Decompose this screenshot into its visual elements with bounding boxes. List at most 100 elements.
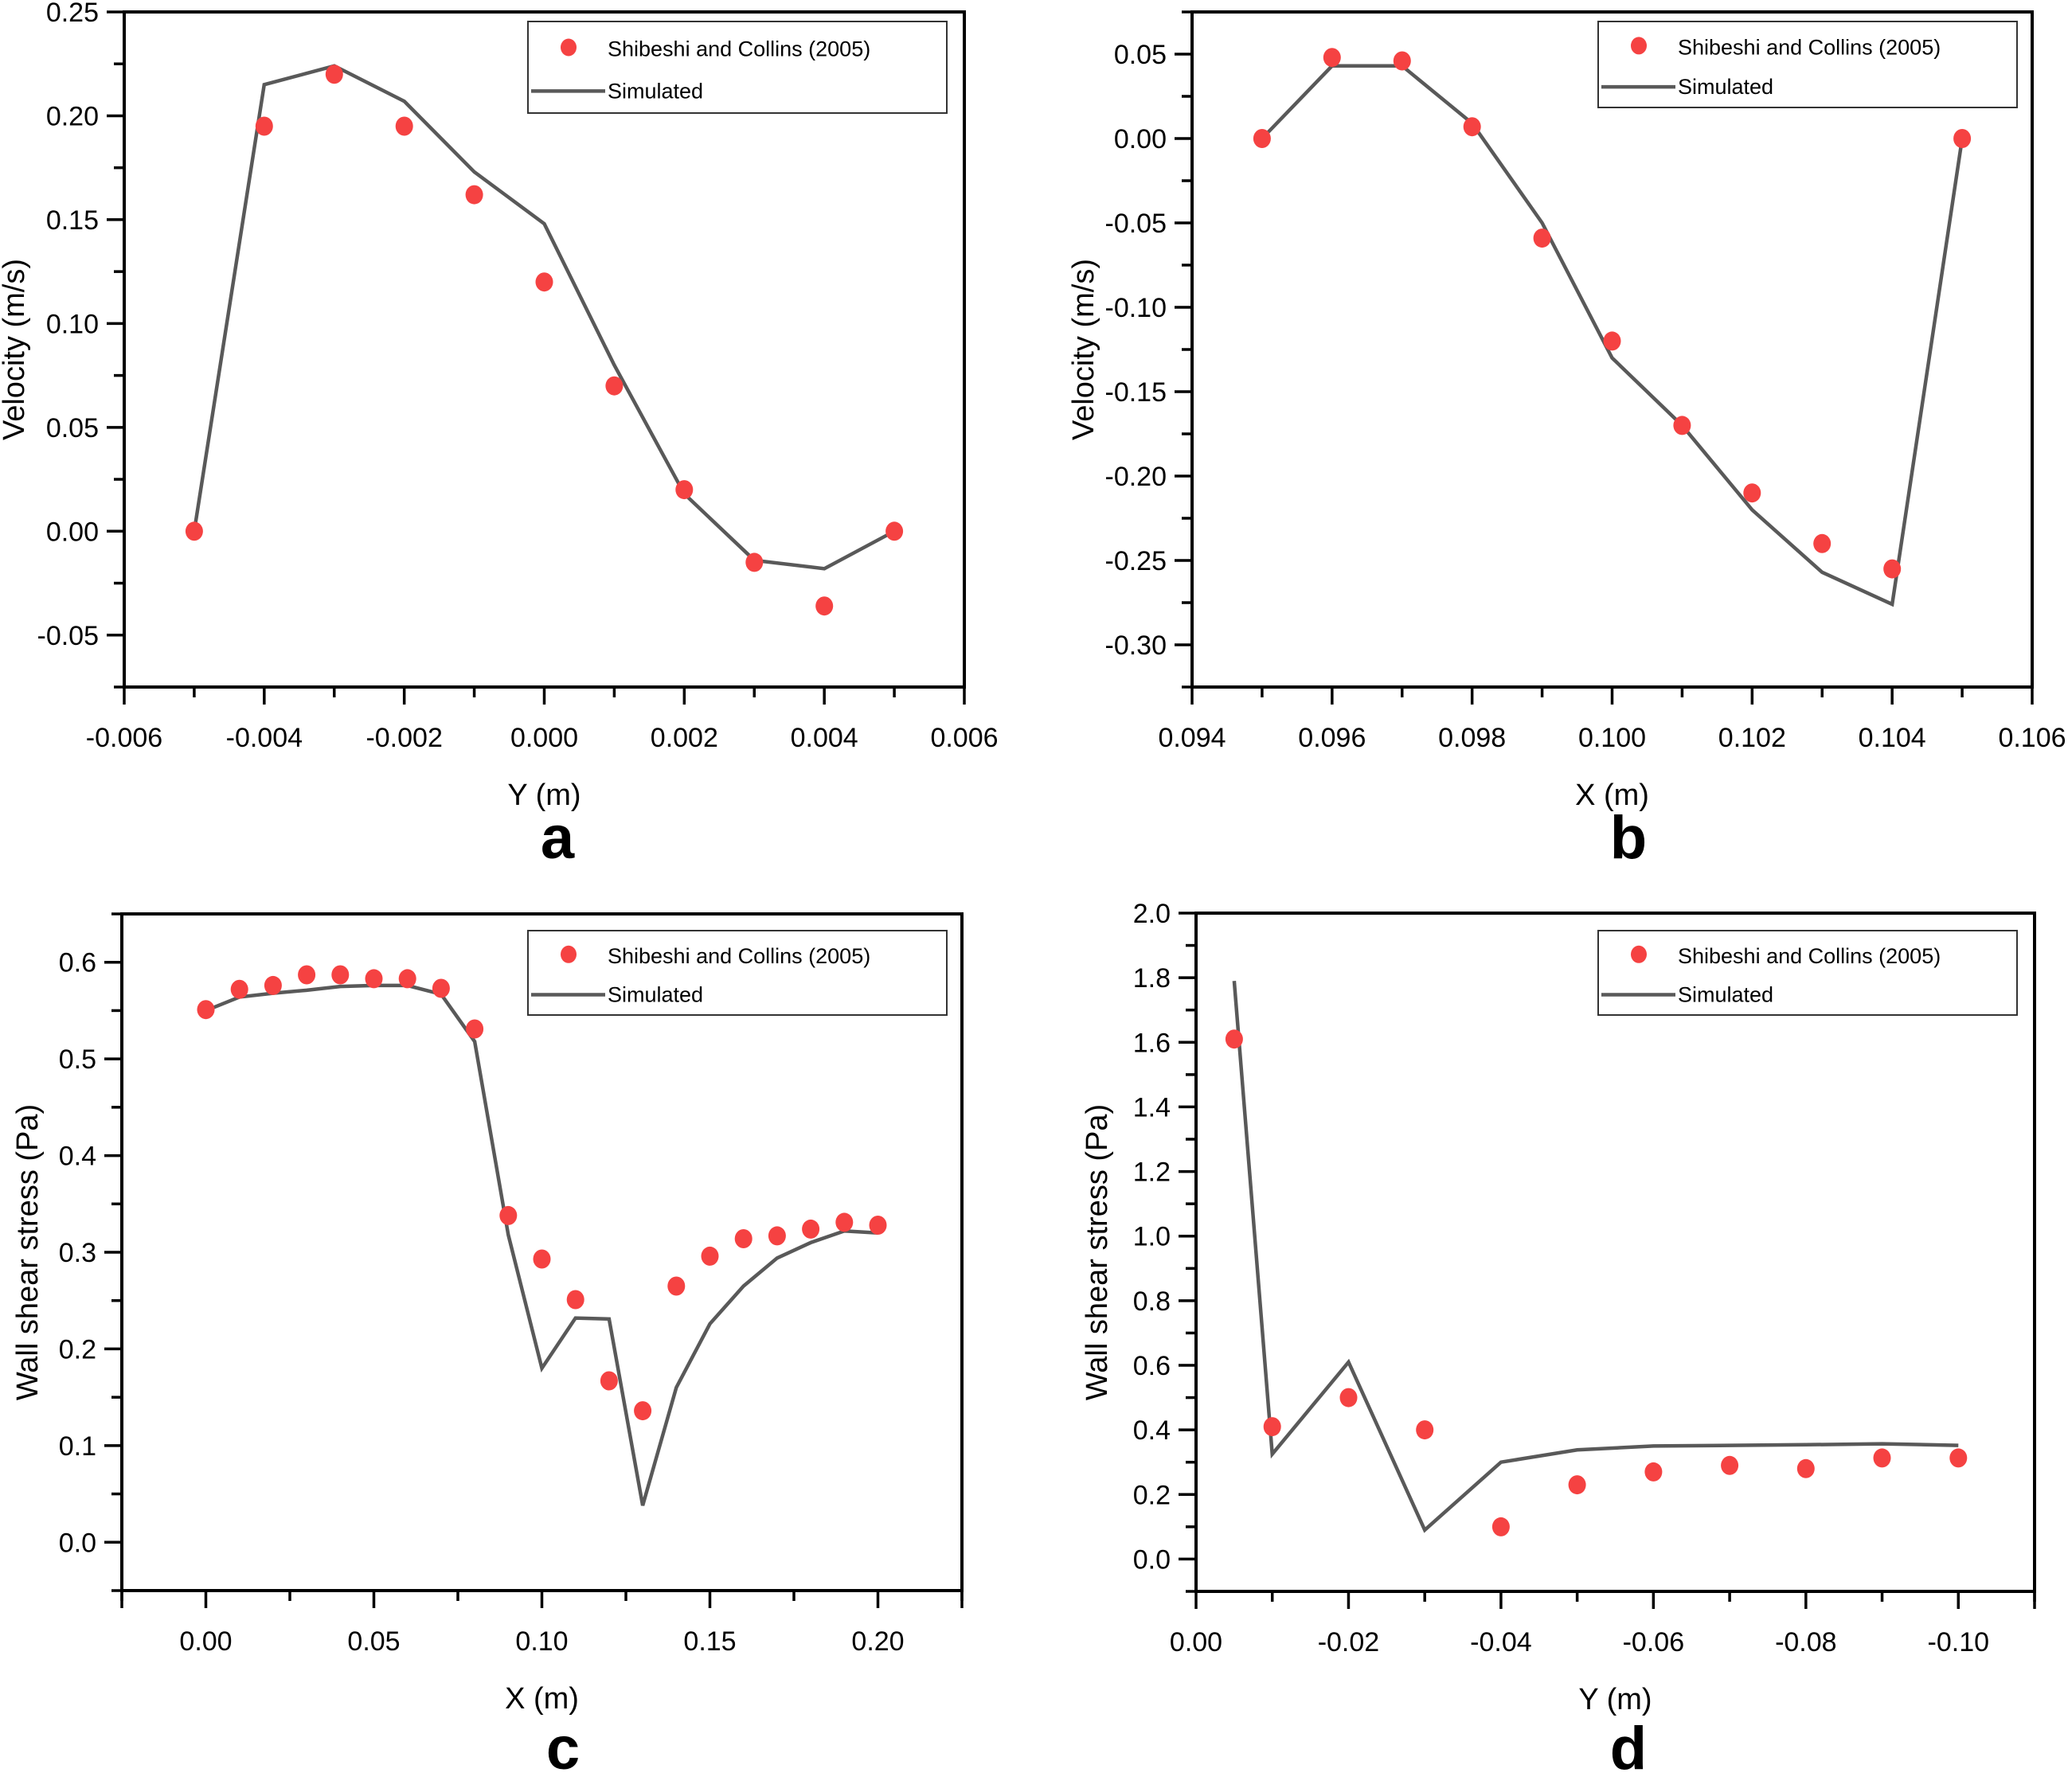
panel-letter: a <box>541 804 575 872</box>
experimental-point <box>1796 1458 1815 1478</box>
experimental-point <box>566 1290 584 1310</box>
legend-marker-experimental <box>561 945 577 963</box>
experimental-point <box>605 376 624 396</box>
y-tick-label: 0.20 <box>46 101 99 131</box>
plot-frame <box>1194 912 2036 1593</box>
y-tick-label: 0.1 <box>59 1431 96 1462</box>
experimental-point <box>734 1229 753 1248</box>
experimental-point <box>535 272 553 292</box>
legend-entry-simulated: Simulated <box>1678 75 1773 99</box>
y-tick-label: 0.10 <box>46 309 99 339</box>
y-tick-label: -0.30 <box>1105 631 1167 661</box>
x-tick-label: -0.006 <box>86 723 162 753</box>
x-tick-label: -0.004 <box>226 723 303 753</box>
legend-marker-experimental <box>1631 37 1647 55</box>
legend-entry-simulated: Simulated <box>1678 983 1773 1007</box>
y-tick-label: 0.6 <box>59 948 96 978</box>
panel-a: Velocity (m/s) Y (m) a -0.006 -0.004 -0.00… <box>0 0 999 872</box>
x-tick-label: 0.106 <box>1998 723 2066 753</box>
legend: Shibeshi and Collins (2005) Simulated <box>527 930 948 1016</box>
legend-entry-experimental: Shibeshi and Collins (2005) <box>1678 35 1941 59</box>
x-axis-title: X (m) <box>1575 779 1649 812</box>
experimental-point <box>255 116 273 136</box>
x-tick-label: 0.104 <box>1859 723 1926 753</box>
x-tick-label: 0.00 <box>1170 1627 1222 1657</box>
experimental-point <box>1393 51 1411 71</box>
experimental-point <box>298 965 316 985</box>
panel-c: Wall shear stress (Pa) X (m) c 0.00 0.05 0… <box>11 912 964 1782</box>
panel-letter: b <box>1610 804 1647 872</box>
legend-entry-simulated: Simulated <box>608 79 703 103</box>
simulated-line <box>192 64 896 571</box>
experimental-point <box>1743 483 1761 503</box>
panel-b: Velocity (m/s) X (m) b 0.094 0.096 0.098 0.… <box>1067 10 2066 872</box>
x-tick-label: 0.004 <box>791 723 858 753</box>
x-tick-label: -0.002 <box>366 723 442 753</box>
x-axis-title: Y (m) <box>1578 1683 1652 1716</box>
y-tick-label: 0.05 <box>46 413 99 443</box>
legend-marker-experimental <box>1631 945 1647 963</box>
experimental-point <box>1568 1475 1586 1495</box>
experimental-point <box>1533 228 1551 248</box>
y-tick-label: 1.0 <box>1133 1222 1171 1252</box>
legend-entry-experimental: Shibeshi and Collins (2005) <box>1678 944 1941 968</box>
legend-entry-experimental: Shibeshi and Collins (2005) <box>608 944 870 968</box>
y-tick-label: 0.6 <box>1133 1351 1171 1381</box>
experimental-point <box>768 1226 786 1246</box>
y-tick-label: 1.6 <box>1133 1028 1171 1058</box>
simulated-line <box>205 983 878 1506</box>
x-axis-title: Y (m) <box>507 779 581 812</box>
legend-box <box>527 930 948 1016</box>
y-tick-label: -0.25 <box>1105 546 1167 576</box>
experimental-point <box>1253 129 1271 148</box>
x-tick-label: -0.04 <box>1470 1627 1532 1657</box>
legend-box <box>1597 21 2018 108</box>
experimental-point <box>1644 1462 1663 1482</box>
experimental-point <box>1225 1029 1243 1049</box>
experimental-point <box>1339 1388 1358 1407</box>
x-tick-label: -0.08 <box>1775 1627 1837 1657</box>
experimental-point <box>634 1401 652 1421</box>
experimental-point <box>885 521 904 541</box>
y-tick-label: 0.3 <box>59 1238 96 1268</box>
x-tick-label: -0.06 <box>1623 1627 1685 1657</box>
y-tick-label: 1.8 <box>1133 963 1171 994</box>
experimental-point <box>1721 1455 1739 1475</box>
experimental-point <box>398 969 416 989</box>
y-tick-label: 1.2 <box>1133 1158 1171 1188</box>
y-tick-label: 0.2 <box>1133 1480 1171 1510</box>
experimental-point <box>264 975 282 995</box>
experimental-point <box>533 1249 551 1269</box>
x-tick-label: 0.096 <box>1298 723 1366 753</box>
x-tick-label: -0.10 <box>1928 1627 1990 1657</box>
x-tick-label: 0.20 <box>851 1626 904 1657</box>
experimental-point <box>667 1276 686 1296</box>
y-tick-label: -0.20 <box>1105 462 1167 492</box>
y-tick-label: -0.10 <box>1105 293 1167 323</box>
experimental-point <box>1873 1448 1891 1468</box>
experimental-point <box>600 1371 618 1391</box>
panel-letter: d <box>1610 1715 1647 1782</box>
y-tick-label: 0.4 <box>1133 1415 1171 1446</box>
y-tick-label: 0.05 <box>1114 40 1167 70</box>
experimental-point <box>1813 533 1831 553</box>
x-tick-label: 0.05 <box>347 1626 400 1657</box>
experimental-point <box>1673 416 1691 435</box>
x-axis-title: X (m) <box>505 1682 579 1716</box>
experimental-point <box>745 552 764 572</box>
experimental-point <box>802 1219 820 1239</box>
x-tick-label: -0.02 <box>1318 1627 1380 1657</box>
x-tick-label: 0.100 <box>1578 723 1646 753</box>
x-tick-label: 0.098 <box>1438 723 1506 753</box>
legend-entry-simulated: Simulated <box>608 983 703 1007</box>
y-axis-title: Velocity (m/s) <box>0 259 31 440</box>
experimental-point <box>1463 117 1481 137</box>
x-tick-label: 0.002 <box>651 723 718 753</box>
y-tick-label: 1.4 <box>1133 1092 1171 1122</box>
panel-d: Wall shear stress (Pa) Y (m) d 0.00 -0.02… <box>1081 899 2036 1782</box>
y-tick-label: 0.8 <box>1133 1286 1171 1317</box>
x-tick-label: 0.006 <box>930 723 998 753</box>
experimental-point <box>815 596 834 616</box>
experimental-point <box>466 1019 484 1039</box>
